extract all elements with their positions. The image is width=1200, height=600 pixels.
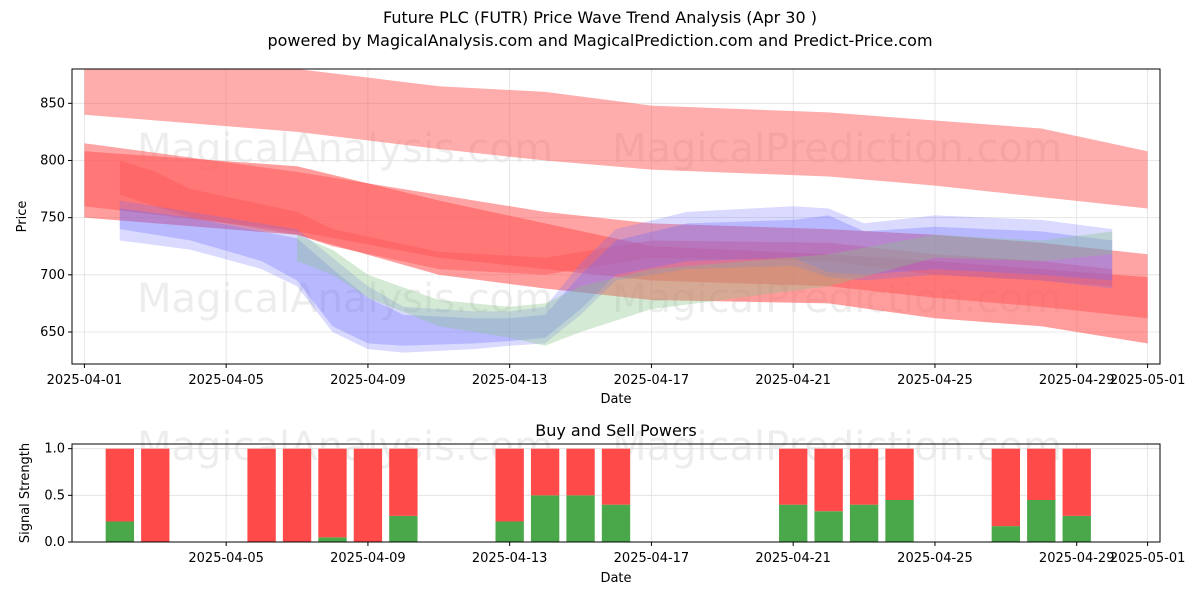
y-tick-label: 700 xyxy=(40,268,65,283)
chart-subtitle: powered by MagicalAnalysis.com and Magic… xyxy=(267,31,933,50)
buy-bar xyxy=(318,537,347,542)
x-tick-label: 2025-04-09 xyxy=(330,373,406,388)
x-tick-label: 2025-04-25 xyxy=(897,373,973,388)
sell-bar xyxy=(779,448,808,505)
signal-chart: Buy and Sell Powers 0.0 0.5 1.0 2025-04-05 20… xyxy=(18,421,1185,586)
buy-bar xyxy=(601,504,631,542)
x-tick-label: 2025-04-21 xyxy=(755,551,831,566)
y-tick-label: 850 xyxy=(40,96,65,111)
buy-bar xyxy=(1027,500,1056,542)
sell-bar xyxy=(105,448,135,522)
sell-bar xyxy=(1027,448,1056,500)
plot-area xyxy=(84,69,1148,353)
sell-bar xyxy=(601,448,631,505)
y-tick-label: 650 xyxy=(40,325,65,340)
sell-bar xyxy=(991,448,1021,527)
sell-bar xyxy=(814,448,843,512)
buy-bar xyxy=(566,495,595,542)
buy-bar xyxy=(530,495,560,542)
x-tick-label: 2025-04-09 xyxy=(330,551,406,566)
buy-bar xyxy=(495,521,524,542)
y-axis-label: Price xyxy=(15,201,30,233)
buy-bar xyxy=(1062,515,1091,542)
sell-bar xyxy=(318,448,347,538)
x-tick-label: 2025-04-13 xyxy=(472,551,548,566)
price-band-blue xyxy=(119,208,1113,346)
price-band-red xyxy=(119,160,1113,287)
plot-frame xyxy=(71,443,1161,543)
x-tick-label: 2025-04-21 xyxy=(755,373,831,388)
x-tick-label: 2025-04-05 xyxy=(188,551,264,566)
sell-bar xyxy=(530,448,560,496)
y-axis-label: Signal Strength xyxy=(18,443,33,543)
buy-bar xyxy=(779,504,808,542)
x-tick-label: 2025-05-01 xyxy=(1110,551,1186,566)
x-tick-label: 2025-04-01 xyxy=(47,373,123,388)
sell-bar xyxy=(389,448,418,516)
chart-title: Future PLC (FUTR) Price Wave Trend Analy… xyxy=(383,8,817,27)
y-tick-label: 800 xyxy=(40,153,65,168)
x-axis-label: Date xyxy=(600,392,631,407)
x-tick-label: 2025-04-29 xyxy=(1039,373,1115,388)
x-tick-label: 2025-05-01 xyxy=(1110,373,1186,388)
signal-chart-title: Buy and Sell Powers xyxy=(535,421,697,440)
buy-bar xyxy=(885,500,914,542)
sell-bar xyxy=(353,448,383,542)
y-tick-label: 0.5 xyxy=(44,488,65,503)
buy-bar xyxy=(105,521,135,542)
buy-bar xyxy=(389,515,418,542)
x-tick-label: 2025-04-13 xyxy=(472,373,548,388)
sell-bar xyxy=(566,448,595,496)
sell-bar xyxy=(247,448,276,542)
sell-bar xyxy=(849,448,879,505)
x-axis-label: Date xyxy=(600,571,631,586)
sell-bar xyxy=(495,448,524,522)
y-tick-label: 0.0 xyxy=(44,535,65,550)
y-tick-label: 1.0 xyxy=(44,442,65,457)
price-band-red xyxy=(84,69,1148,209)
x-tick-label: 2025-04-17 xyxy=(614,551,690,566)
x-tick-label: 2025-04-17 xyxy=(614,373,690,388)
sell-bar xyxy=(885,448,914,500)
sell-bar xyxy=(282,448,312,542)
price-band-blue xyxy=(119,200,1113,353)
price-chart: 650 700 750 800 850 2025-04-01 2025-04-05 2025-… xyxy=(15,68,1186,407)
y-tick-label: 750 xyxy=(40,211,65,226)
plot-frame xyxy=(71,68,1161,365)
sell-bar xyxy=(1062,448,1091,516)
sell-bar xyxy=(141,448,170,542)
x-tick-label: 2025-04-29 xyxy=(1039,551,1115,566)
x-tick-label: 2025-04-05 xyxy=(188,373,264,388)
watermark-text: MagicalAnalysis.com xyxy=(137,276,553,322)
buy-bar xyxy=(991,526,1021,542)
price-band-green xyxy=(297,231,1113,346)
buy-bar xyxy=(814,511,843,542)
buy-bar xyxy=(849,504,879,542)
x-tick-label: 2025-04-25 xyxy=(897,551,973,566)
